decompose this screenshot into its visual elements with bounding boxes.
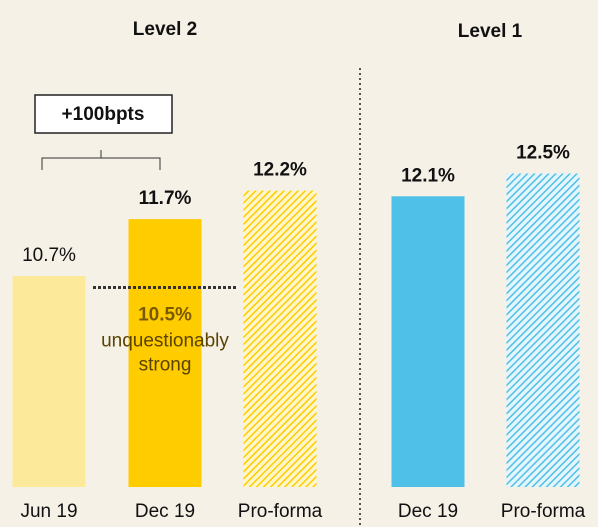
bracket-box [34, 94, 173, 134]
value-label: 12.2% [253, 160, 307, 181]
bar [12, 276, 86, 487]
bar [391, 196, 465, 488]
value-label: 12.1% [401, 165, 455, 186]
x-tick-label: Dec 19 [135, 501, 195, 522]
value-label: 10.7% [22, 245, 76, 266]
x-tick-label: Pro-forma [238, 501, 323, 522]
bracket-label: +100bpts [62, 104, 145, 125]
threshold-text: strong [139, 355, 192, 376]
bracket [41, 150, 161, 170]
x-tick-label: Pro-forma [501, 501, 586, 522]
x-tick-label: Jun 19 [20, 501, 77, 522]
panel-title: Level 2 [133, 19, 197, 40]
value-label: 12.5% [516, 143, 570, 164]
threshold-label: 10.5% [138, 305, 192, 326]
bar [506, 173, 580, 487]
panel-title: Level 1 [458, 21, 523, 42]
bar [128, 219, 202, 487]
threshold-text: unquestionably [101, 331, 229, 352]
bar [243, 190, 317, 487]
value-label: 11.7% [139, 188, 192, 209]
x-tick-label: Dec 19 [398, 501, 458, 522]
